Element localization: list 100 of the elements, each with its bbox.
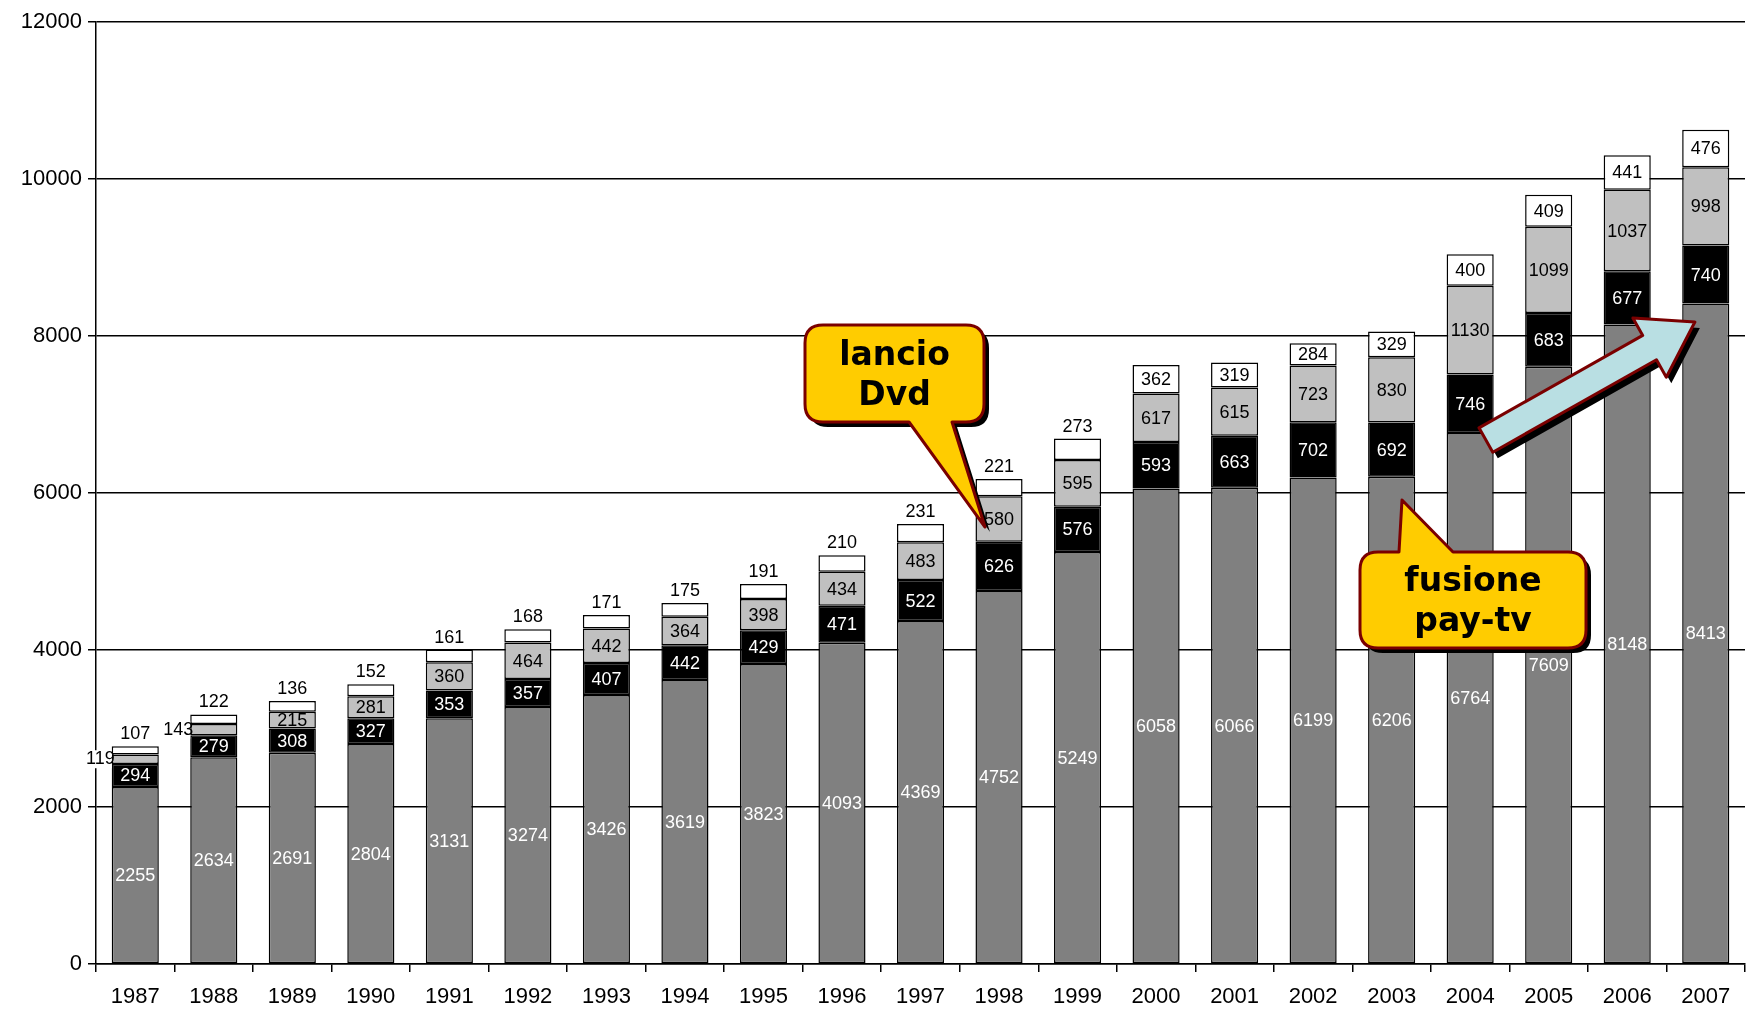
data-label: 6764 — [1450, 688, 1491, 709]
data-label: 3131 — [429, 830, 470, 851]
data-label: 6058 — [1136, 715, 1177, 736]
data-label: 683 — [1533, 329, 1564, 350]
data-label: 152 — [355, 661, 386, 682]
x-tick-label: 1991 — [424, 983, 474, 1009]
x-tick-label: 2001 — [1210, 983, 1260, 1009]
y-tick-label: 10000 — [20, 165, 82, 191]
y-tick-label: 6000 — [33, 479, 82, 505]
data-label: 2691 — [272, 847, 313, 868]
data-label: 294 — [120, 765, 151, 786]
data-label: 476 — [1690, 138, 1721, 159]
x-tick-label: 2004 — [1445, 983, 1495, 1009]
data-label: 2804 — [350, 843, 391, 864]
data-label: 626 — [984, 556, 1015, 577]
data-label: 161 — [434, 626, 465, 647]
data-label: 471 — [826, 614, 857, 635]
data-label: 210 — [826, 532, 857, 553]
x-tick-label: 1987 — [110, 983, 160, 1009]
data-label: 4369 — [900, 782, 941, 803]
data-label: 122 — [198, 691, 229, 712]
y-tick-label: 12000 — [20, 8, 82, 34]
data-label: 740 — [1690, 264, 1721, 285]
x-tick-label: 1988 — [189, 983, 239, 1009]
data-label: 663 — [1219, 451, 1250, 472]
x-tick-label: 1996 — [817, 983, 867, 1009]
data-label: 3426 — [586, 819, 627, 840]
data-label: 191 — [748, 560, 779, 581]
data-label: 409 — [1533, 200, 1564, 221]
data-label: 441 — [1612, 162, 1643, 183]
data-label: 998 — [1690, 196, 1721, 217]
x-tick-label: 2005 — [1524, 983, 1574, 1009]
data-label: 723 — [1298, 383, 1329, 404]
data-label: 434 — [826, 578, 857, 599]
data-label: 830 — [1376, 379, 1407, 400]
data-label: 8413 — [1685, 623, 1726, 644]
data-label: 357 — [512, 682, 543, 703]
data-label: 429 — [748, 637, 779, 658]
x-tick-label: 1994 — [660, 983, 710, 1009]
data-label: 221 — [984, 455, 1015, 476]
data-label: 1130 — [1450, 320, 1490, 341]
data-label: 580 — [984, 509, 1015, 530]
data-label: 353 — [434, 694, 465, 715]
data-label: 281 — [355, 697, 386, 718]
data-label: 483 — [905, 551, 936, 572]
annotation: fusione pay-tv — [1403, 559, 1543, 641]
x-tick-label: 2003 — [1367, 983, 1417, 1009]
data-label: 576 — [1062, 519, 1093, 540]
data-label: 595 — [1062, 473, 1093, 494]
data-label: 407 — [591, 669, 622, 690]
data-label: 442 — [591, 635, 622, 656]
data-label: 171 — [591, 591, 622, 612]
data-label: 7609 — [1528, 654, 1569, 675]
data-label: 364 — [669, 620, 700, 641]
x-tick-label: 1990 — [346, 983, 396, 1009]
data-label: 273 — [1062, 415, 1093, 436]
data-label: 464 — [512, 650, 543, 671]
data-label: 231 — [905, 500, 936, 521]
data-label: 362 — [1141, 369, 1172, 390]
x-tick-label: 1989 — [267, 983, 317, 1009]
annotation: lancio Dvd — [838, 332, 951, 415]
data-label: 215 — [277, 710, 308, 731]
data-label: 284 — [1298, 344, 1329, 365]
data-label: 3823 — [743, 803, 784, 824]
data-label: 400 — [1455, 260, 1486, 281]
data-label: 692 — [1376, 439, 1407, 460]
data-label: 4752 — [979, 767, 1020, 788]
x-tick-label: 2000 — [1131, 983, 1181, 1009]
data-label: 3619 — [664, 811, 705, 832]
data-label: 4093 — [821, 792, 862, 813]
x-tick-label: 1998 — [974, 983, 1024, 1009]
y-tick-label: 4000 — [33, 636, 82, 662]
data-label: 2255 — [115, 865, 156, 886]
data-label: 360 — [434, 666, 465, 687]
data-label: 1037 — [1607, 220, 1648, 241]
data-label: 329 — [1376, 334, 1407, 355]
y-tick-label: 8000 — [33, 322, 82, 348]
data-label: 279 — [198, 736, 229, 757]
data-label: 168 — [512, 606, 543, 627]
y-tick-label: 0 — [69, 950, 82, 976]
data-label: 107 — [120, 723, 151, 744]
y-tick-label: 2000 — [33, 793, 82, 819]
data-label: 677 — [1612, 287, 1643, 308]
x-tick-label: 2006 — [1602, 983, 1652, 1009]
data-label: 6199 — [1293, 710, 1334, 731]
data-label: 746 — [1455, 393, 1486, 414]
data-label: 442 — [669, 652, 700, 673]
data-label: 702 — [1298, 439, 1329, 460]
data-label: 8148 — [1607, 633, 1648, 654]
x-tick-label: 2002 — [1288, 983, 1338, 1009]
x-tick-label: 1997 — [896, 983, 945, 1009]
x-tick-label: 1999 — [1053, 983, 1103, 1009]
x-tick-label: 1993 — [581, 983, 631, 1009]
data-label: 593 — [1141, 455, 1172, 476]
data-label: 308 — [277, 730, 308, 751]
data-label: 2634 — [193, 850, 234, 871]
data-label: 319 — [1219, 364, 1250, 385]
data-label: 136 — [277, 677, 308, 698]
data-label: 3274 — [507, 825, 548, 846]
data-label: 522 — [905, 590, 936, 611]
